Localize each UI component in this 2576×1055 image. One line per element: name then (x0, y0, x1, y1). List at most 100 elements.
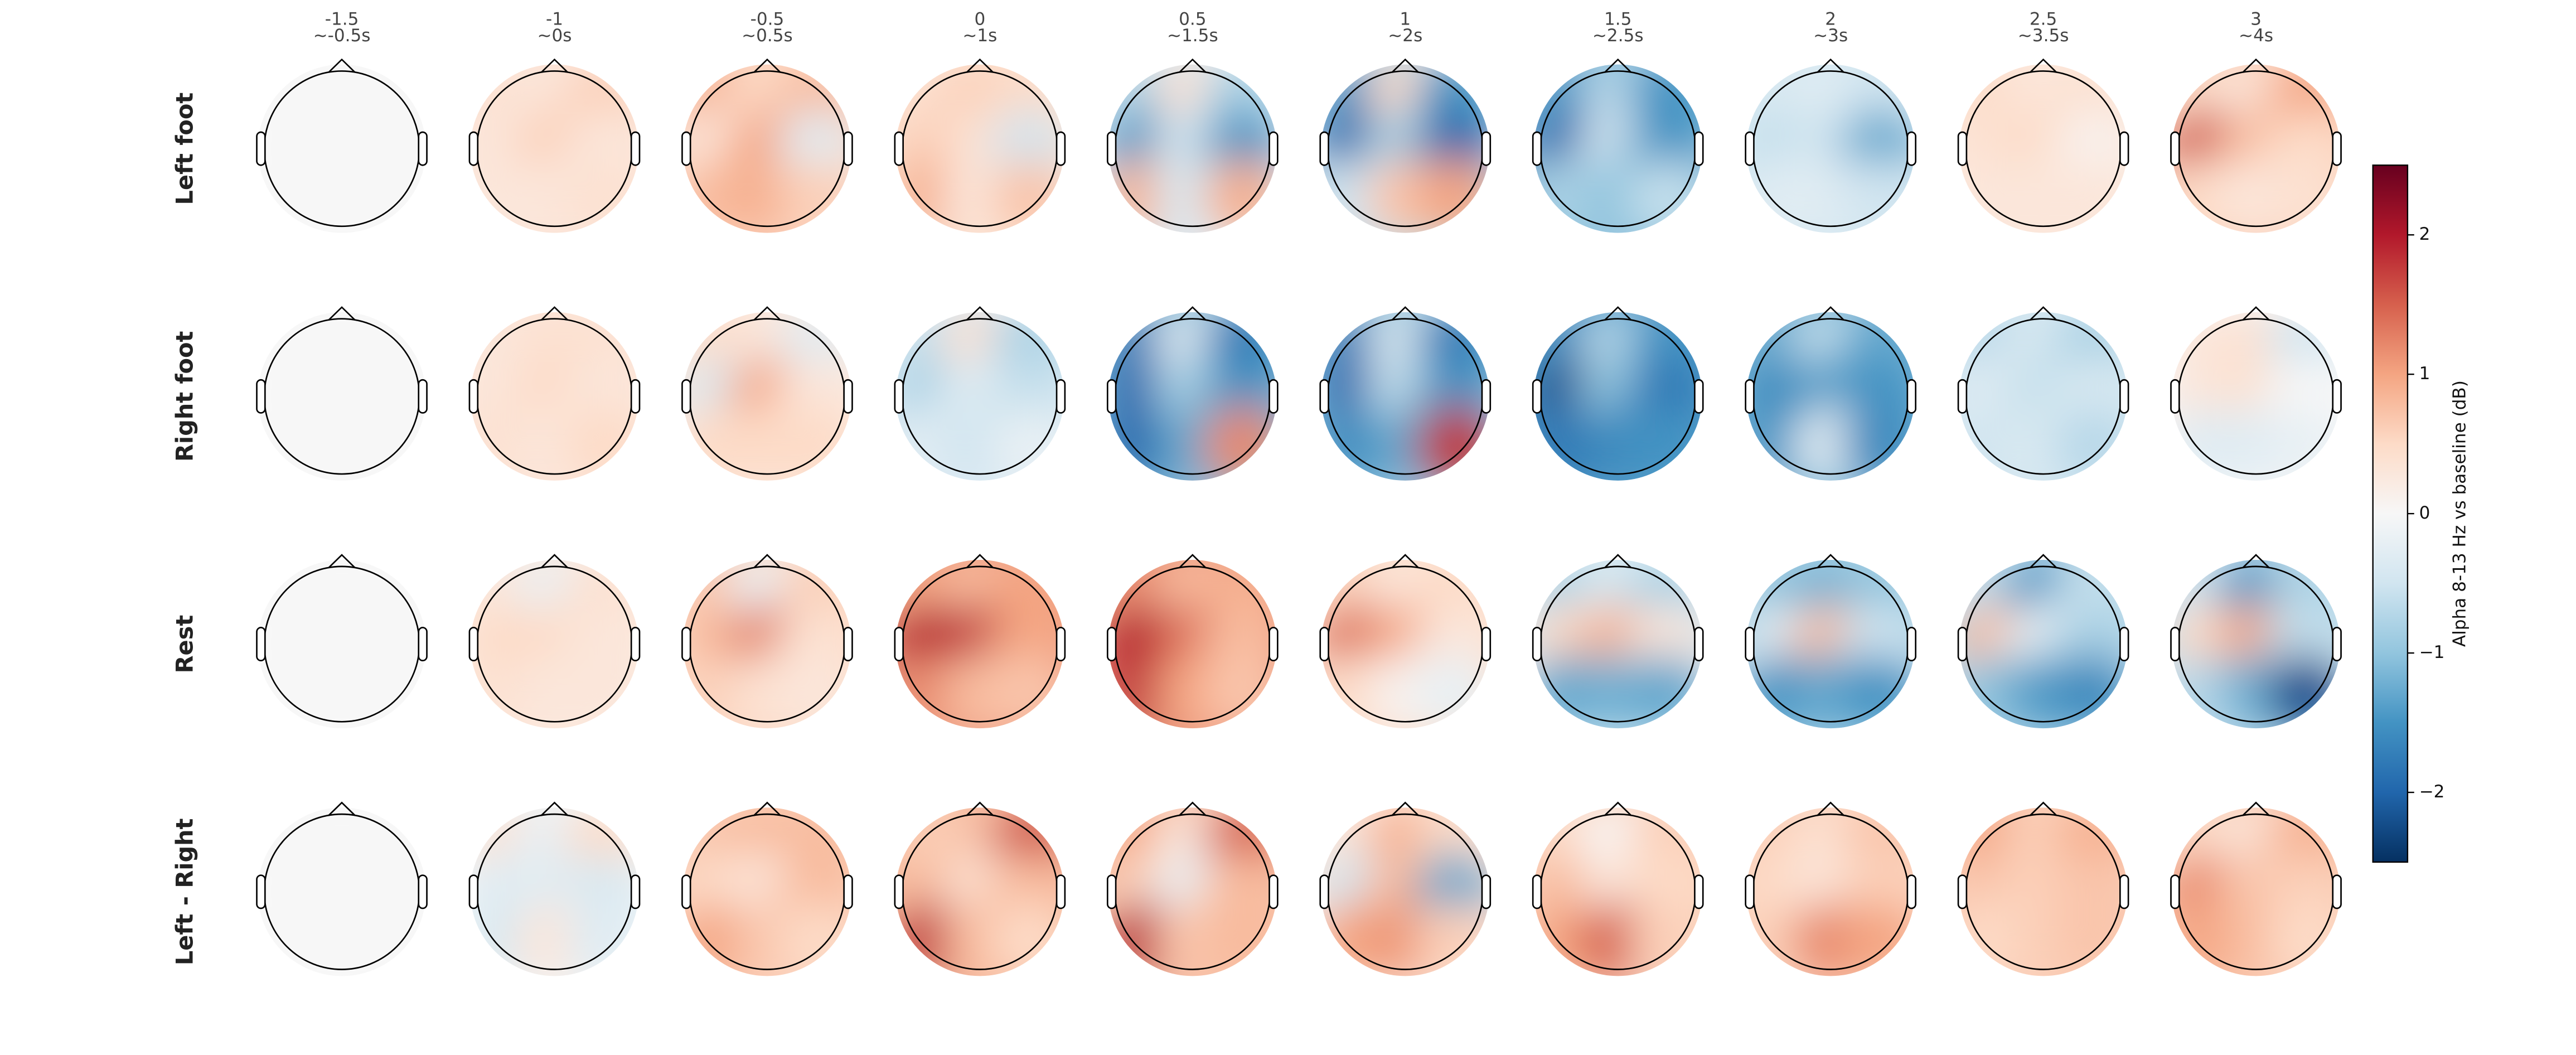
sensor-region (2265, 902, 2341, 976)
ear (1906, 131, 1917, 166)
sensor-region (564, 158, 639, 233)
row-label: Rest (172, 615, 198, 674)
nose (540, 306, 569, 321)
topomap (1108, 560, 1277, 729)
column-window: ~1s (962, 26, 997, 46)
topomap (470, 312, 639, 481)
topomap-field (2172, 312, 2341, 481)
sensor-region (777, 902, 851, 976)
ear (2170, 874, 2180, 909)
nose (1179, 58, 1207, 73)
ear (1694, 379, 1704, 414)
ear (256, 627, 266, 662)
topomap-field (1108, 560, 1277, 729)
sensor-region (2053, 654, 2128, 729)
sensor-region (990, 406, 1064, 481)
ear (1745, 627, 1755, 662)
topomap (258, 64, 427, 233)
sensor-region (1840, 406, 1915, 481)
topomap-field (682, 807, 851, 976)
sensor-region (351, 158, 427, 233)
ear (843, 379, 853, 414)
nose (2029, 554, 2057, 569)
ear (1055, 627, 1066, 662)
nose (1817, 554, 1844, 569)
topomap (1959, 64, 2128, 233)
nose (1604, 58, 1632, 73)
topomap (1108, 64, 1277, 233)
sensor-region (1415, 406, 1490, 481)
ear (1268, 131, 1279, 166)
nose (2029, 306, 2057, 321)
topomap-field (895, 560, 1064, 729)
ear (2332, 874, 2342, 909)
sensor-region (2265, 158, 2341, 233)
topomap-field (470, 560, 639, 729)
colorbar-tick-label: 2 (2419, 224, 2430, 244)
sensor-region (777, 406, 851, 481)
topomap (895, 312, 1064, 481)
sensor-region (1628, 654, 1702, 729)
colorbar-label: Alpha 8-13 Hz vs baseline (dB) (2450, 380, 2470, 647)
topomap-field (1321, 64, 1490, 233)
sensor-region (564, 902, 639, 976)
topomap-field (1533, 560, 1702, 729)
colorbar-tick-label: 1 (2419, 364, 2430, 384)
topomap-field (470, 807, 639, 976)
topomap-field (1746, 64, 1915, 233)
ear (1319, 627, 1329, 662)
ear (1055, 379, 1066, 414)
sensor-region (1628, 902, 1702, 976)
nose (1817, 306, 1844, 321)
sensor-region (1840, 902, 1915, 976)
topomap (470, 560, 639, 729)
column-window: ~2s (1388, 26, 1422, 46)
topomap-field (1533, 312, 1702, 481)
topomap (1533, 560, 1702, 729)
sensor-region (1628, 406, 1702, 481)
ear (2170, 627, 2180, 662)
topomap-field (258, 560, 427, 729)
nose (1391, 306, 1419, 321)
ear (1745, 379, 1755, 414)
topomap (2172, 807, 2341, 976)
topomap (258, 560, 427, 729)
nose (753, 58, 781, 73)
topomap (1959, 807, 2128, 976)
ear (468, 379, 479, 414)
sensor-region (1415, 902, 1490, 976)
topomap-field (1321, 807, 1490, 976)
topomap-field (1108, 64, 1277, 233)
column-window: ~-0.5s (313, 26, 371, 46)
ear (894, 131, 904, 166)
nose (2242, 801, 2270, 816)
ear (1694, 874, 1704, 909)
ear (2332, 379, 2342, 414)
sensor-region (1202, 654, 1277, 729)
ear (1055, 131, 1066, 166)
topomap (1533, 312, 1702, 481)
topomap (470, 64, 639, 233)
topomap-field (470, 312, 639, 481)
sensor-region (1202, 158, 1277, 233)
topomap-field (1108, 312, 1277, 481)
nose (2242, 306, 2270, 321)
sensor-region (1415, 158, 1490, 233)
column-time: 3 (2250, 9, 2262, 30)
topomap (1959, 312, 2128, 481)
topomap (1321, 560, 1490, 729)
topomap-field (1533, 807, 1702, 976)
sensor-region (1628, 158, 1702, 233)
topomap-field (895, 64, 1064, 233)
ear (1319, 874, 1329, 909)
colorbar-tick-label: −1 (2419, 642, 2445, 662)
nose (540, 58, 569, 73)
topomap (682, 64, 851, 233)
ear (1694, 627, 1704, 662)
nose (1391, 58, 1419, 73)
sensor-region (2053, 158, 2128, 233)
topomap (2172, 312, 2341, 481)
topomap-field (258, 312, 427, 481)
ear (1481, 627, 1492, 662)
